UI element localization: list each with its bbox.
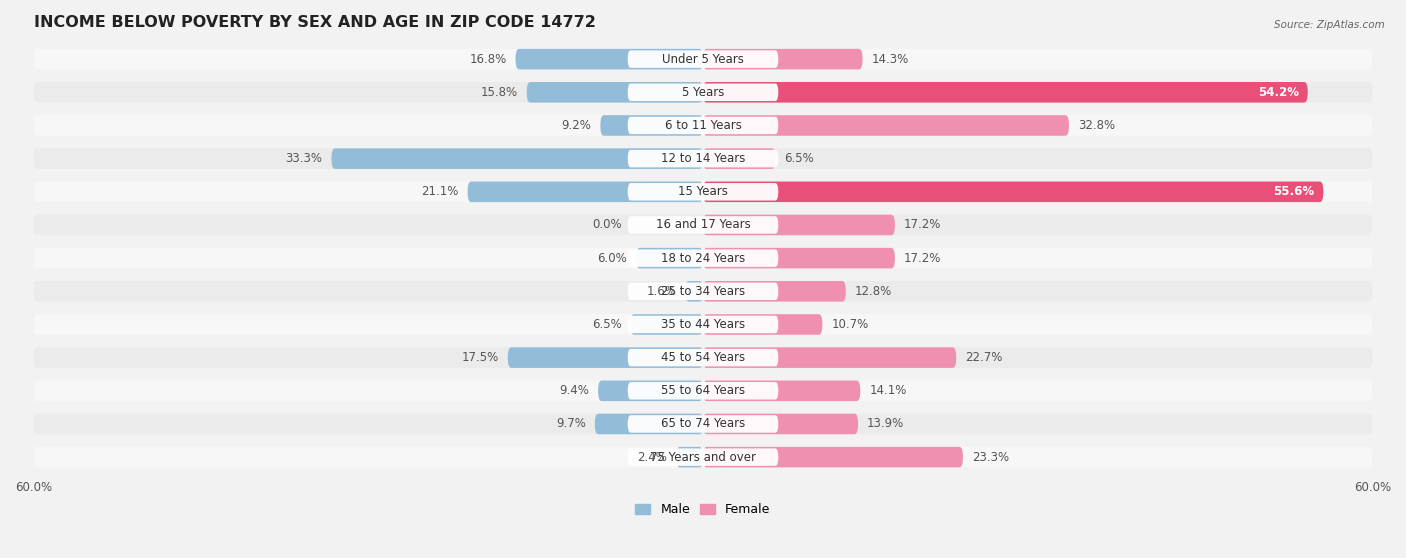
FancyBboxPatch shape [627, 382, 779, 400]
FancyBboxPatch shape [34, 381, 1372, 401]
Legend: Male, Female: Male, Female [630, 498, 776, 521]
FancyBboxPatch shape [34, 82, 1372, 103]
FancyBboxPatch shape [703, 215, 894, 235]
Text: 1.6%: 1.6% [647, 285, 676, 298]
FancyBboxPatch shape [468, 181, 703, 202]
Text: 45 to 54 Years: 45 to 54 Years [661, 351, 745, 364]
FancyBboxPatch shape [676, 447, 703, 468]
Text: 16 and 17 Years: 16 and 17 Years [655, 219, 751, 232]
Text: 17.2%: 17.2% [904, 252, 941, 264]
FancyBboxPatch shape [703, 148, 776, 169]
Text: 10.7%: 10.7% [831, 318, 869, 331]
Text: 35 to 44 Years: 35 to 44 Years [661, 318, 745, 331]
FancyBboxPatch shape [34, 115, 1372, 136]
Text: 15.8%: 15.8% [481, 86, 517, 99]
Text: 22.7%: 22.7% [965, 351, 1002, 364]
FancyBboxPatch shape [627, 349, 779, 367]
FancyBboxPatch shape [34, 447, 1372, 468]
FancyBboxPatch shape [627, 415, 779, 432]
FancyBboxPatch shape [332, 148, 703, 169]
FancyBboxPatch shape [627, 183, 779, 200]
FancyBboxPatch shape [34, 314, 1372, 335]
FancyBboxPatch shape [627, 150, 779, 167]
Text: 6.0%: 6.0% [598, 252, 627, 264]
FancyBboxPatch shape [516, 49, 703, 69]
Text: 32.8%: 32.8% [1078, 119, 1115, 132]
FancyBboxPatch shape [703, 181, 1323, 202]
Text: 14.1%: 14.1% [869, 384, 907, 397]
Text: 13.9%: 13.9% [868, 417, 904, 430]
Text: 18 to 24 Years: 18 to 24 Years [661, 252, 745, 264]
Text: 16.8%: 16.8% [470, 52, 506, 66]
FancyBboxPatch shape [703, 381, 860, 401]
FancyBboxPatch shape [703, 347, 956, 368]
FancyBboxPatch shape [627, 449, 779, 466]
FancyBboxPatch shape [627, 316, 779, 333]
FancyBboxPatch shape [34, 181, 1372, 202]
Text: Under 5 Years: Under 5 Years [662, 52, 744, 66]
Text: 6 to 11 Years: 6 to 11 Years [665, 119, 741, 132]
FancyBboxPatch shape [627, 84, 779, 101]
FancyBboxPatch shape [703, 115, 1069, 136]
Text: 17.2%: 17.2% [904, 219, 941, 232]
FancyBboxPatch shape [600, 115, 703, 136]
Text: 75 Years and over: 75 Years and over [650, 451, 756, 464]
FancyBboxPatch shape [34, 347, 1372, 368]
Text: 12.8%: 12.8% [855, 285, 891, 298]
Text: 21.1%: 21.1% [422, 185, 458, 198]
FancyBboxPatch shape [34, 49, 1372, 69]
FancyBboxPatch shape [703, 447, 963, 468]
FancyBboxPatch shape [703, 314, 823, 335]
Text: 23.3%: 23.3% [972, 451, 1010, 464]
Text: 12 to 14 Years: 12 to 14 Years [661, 152, 745, 165]
FancyBboxPatch shape [627, 50, 779, 68]
Text: 9.4%: 9.4% [560, 384, 589, 397]
Text: 65 to 74 Years: 65 to 74 Years [661, 417, 745, 430]
Text: 14.3%: 14.3% [872, 52, 908, 66]
Text: 6.5%: 6.5% [785, 152, 814, 165]
FancyBboxPatch shape [685, 281, 703, 301]
FancyBboxPatch shape [508, 347, 703, 368]
FancyBboxPatch shape [34, 281, 1372, 301]
Text: 15 Years: 15 Years [678, 185, 728, 198]
Text: 0.0%: 0.0% [592, 219, 621, 232]
FancyBboxPatch shape [636, 248, 703, 268]
FancyBboxPatch shape [627, 282, 779, 300]
FancyBboxPatch shape [34, 148, 1372, 169]
FancyBboxPatch shape [627, 249, 779, 267]
Text: 55.6%: 55.6% [1274, 185, 1315, 198]
Text: 2.4%: 2.4% [637, 451, 668, 464]
FancyBboxPatch shape [703, 413, 858, 434]
Text: 54.2%: 54.2% [1258, 86, 1299, 99]
FancyBboxPatch shape [34, 215, 1372, 235]
Text: 25 to 34 Years: 25 to 34 Years [661, 285, 745, 298]
Text: 9.2%: 9.2% [561, 119, 592, 132]
Text: 5 Years: 5 Years [682, 86, 724, 99]
FancyBboxPatch shape [598, 381, 703, 401]
FancyBboxPatch shape [703, 49, 862, 69]
Text: 33.3%: 33.3% [285, 152, 322, 165]
Text: 6.5%: 6.5% [592, 318, 621, 331]
FancyBboxPatch shape [630, 314, 703, 335]
Text: INCOME BELOW POVERTY BY SEX AND AGE IN ZIP CODE 14772: INCOME BELOW POVERTY BY SEX AND AGE IN Z… [34, 15, 595, 30]
FancyBboxPatch shape [703, 248, 894, 268]
FancyBboxPatch shape [627, 216, 779, 234]
FancyBboxPatch shape [595, 413, 703, 434]
Text: 55 to 64 Years: 55 to 64 Years [661, 384, 745, 397]
FancyBboxPatch shape [703, 281, 846, 301]
Text: 9.7%: 9.7% [555, 417, 586, 430]
FancyBboxPatch shape [627, 117, 779, 134]
FancyBboxPatch shape [34, 248, 1372, 268]
FancyBboxPatch shape [34, 413, 1372, 434]
FancyBboxPatch shape [703, 82, 1308, 103]
FancyBboxPatch shape [527, 82, 703, 103]
Text: 17.5%: 17.5% [461, 351, 499, 364]
Text: Source: ZipAtlas.com: Source: ZipAtlas.com [1274, 20, 1385, 30]
